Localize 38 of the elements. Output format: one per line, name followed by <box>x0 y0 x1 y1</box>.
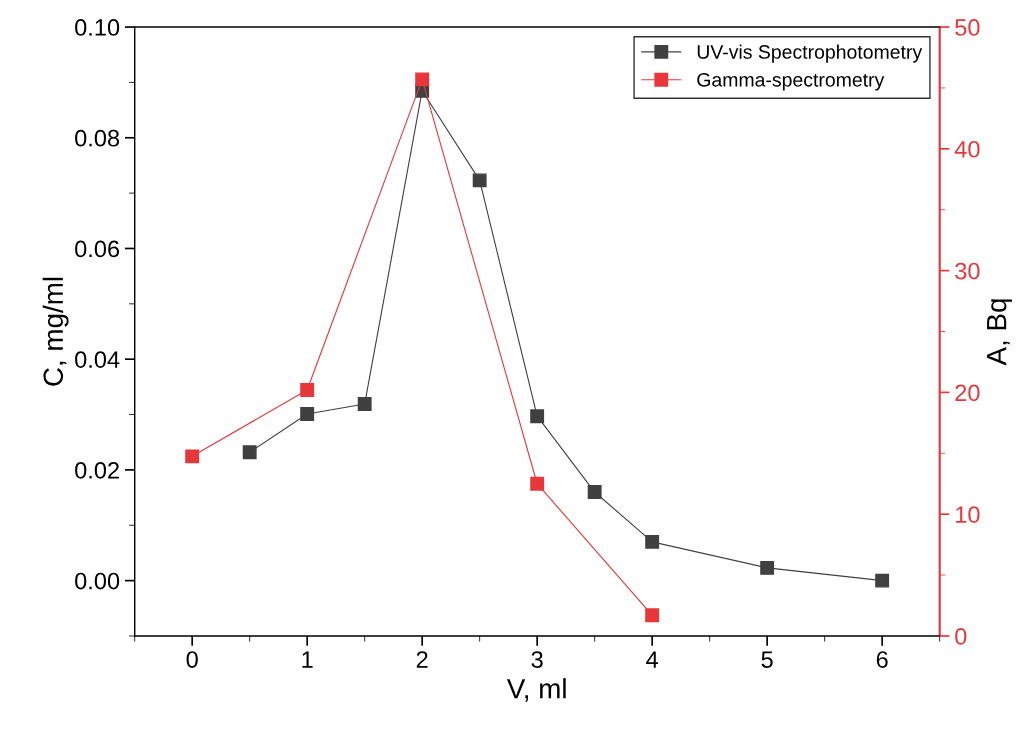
y-tick-label: 0.02 <box>75 461 119 479</box>
y2-tick-label: 40 <box>954 140 980 158</box>
point <box>242 445 257 460</box>
point <box>530 409 545 424</box>
point <box>357 397 372 411</box>
x-axis-title: V, ml <box>506 678 566 702</box>
y-tick-label: 0.06 <box>75 240 120 258</box>
point <box>760 560 775 575</box>
point <box>300 383 315 397</box>
point <box>645 534 660 549</box>
point <box>300 407 315 421</box>
x-tick-label: 1 <box>302 651 313 668</box>
legend-label: UV-vis Spectrophotometry <box>697 44 923 63</box>
y-tick-label: 0.04 <box>75 351 120 368</box>
x-tick-label: 5 <box>761 651 773 668</box>
point <box>645 608 660 623</box>
y-tick-label: 0.10 <box>75 19 120 36</box>
point <box>875 573 890 588</box>
x-tick-label: 0 <box>186 651 198 668</box>
y-axis-title: C, mg/ml <box>42 277 69 386</box>
y2-tick-label: 30 <box>955 262 980 280</box>
y2-tick-label: 20 <box>955 384 980 402</box>
point <box>587 485 602 499</box>
y-tick-label: 0.08 <box>75 129 120 147</box>
x-tick-label: 4 <box>646 651 659 668</box>
y2-tick-label: 50 <box>955 19 980 36</box>
point <box>530 476 545 491</box>
point <box>185 449 200 464</box>
x-tick-label: 6 <box>876 651 888 668</box>
legend-label: Gamma-spectrometry <box>697 72 885 91</box>
y-tick-label: 0.00 <box>75 572 120 590</box>
y2-tick-label: 10 <box>956 506 980 523</box>
y2-axis-title: A, Bq <box>987 299 1012 366</box>
y2-tick-label: 0 <box>955 628 967 645</box>
x-tick-label: 2 <box>416 651 428 668</box>
point <box>415 72 430 87</box>
point <box>472 173 487 188</box>
x-tick-label: 3 <box>531 651 543 668</box>
